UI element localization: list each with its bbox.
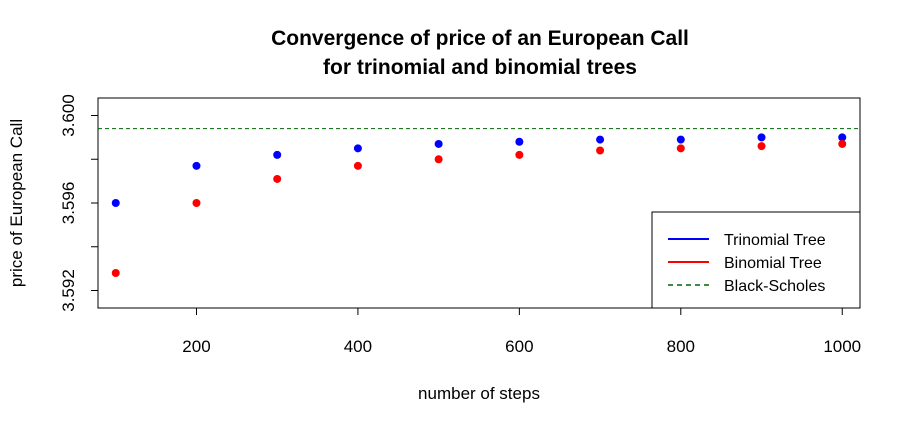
y-tick-label: 3.600 — [59, 94, 78, 137]
legend-label: Black-Scholes — [724, 278, 825, 295]
y-tick-label: 3.592 — [59, 269, 78, 312]
x-axis: 200 400 600 800 1000 — [182, 307, 861, 356]
trinomial-point — [111, 199, 120, 207]
y-axis: 3.592 3.596 3.600 — [59, 94, 99, 312]
binomial-point — [515, 150, 524, 159]
x-tick-label: 1000 — [823, 337, 861, 356]
x-tick-label: 200 — [182, 337, 210, 356]
binomial-point — [353, 161, 362, 170]
legend-label: Trinomial Tree — [724, 232, 826, 249]
x-tick-label: 600 — [505, 337, 533, 356]
trinomial-point — [434, 139, 443, 148]
chart-subtitle: for trinomial and binomial trees — [323, 56, 637, 79]
data-marks — [98, 128, 860, 277]
legend-box — [651, 211, 861, 309]
binomial-point — [273, 174, 282, 183]
binomial-point — [111, 269, 120, 277]
binomial-point — [676, 144, 685, 153]
binomial-point — [838, 139, 847, 148]
binomial-point — [192, 199, 201, 207]
trinomial-point — [353, 144, 362, 153]
trinomial-point — [676, 135, 685, 144]
y-axis-label: price of European Call — [7, 119, 26, 287]
chart-title: Convergence of price of an European Call — [271, 27, 689, 50]
binomial-point — [434, 155, 443, 164]
trinomial-point — [596, 135, 605, 144]
trinomial-point — [192, 161, 201, 170]
binomial-point — [757, 142, 766, 151]
legend: Trinomial Tree Binomial Tree Black-Scholes — [651, 211, 861, 309]
x-tick-label: 400 — [344, 337, 372, 356]
x-tick-label: 800 — [667, 337, 695, 356]
trinomial-point — [515, 137, 524, 146]
trinomial-point — [273, 150, 282, 159]
y-tick-label: 3.596 — [59, 182, 78, 225]
x-axis-label: number of steps — [418, 384, 540, 403]
trinomial-point — [757, 133, 766, 142]
legend-label: Binomial Tree — [724, 255, 822, 272]
trinomial-point — [838, 133, 847, 142]
binomial-point — [596, 146, 605, 155]
